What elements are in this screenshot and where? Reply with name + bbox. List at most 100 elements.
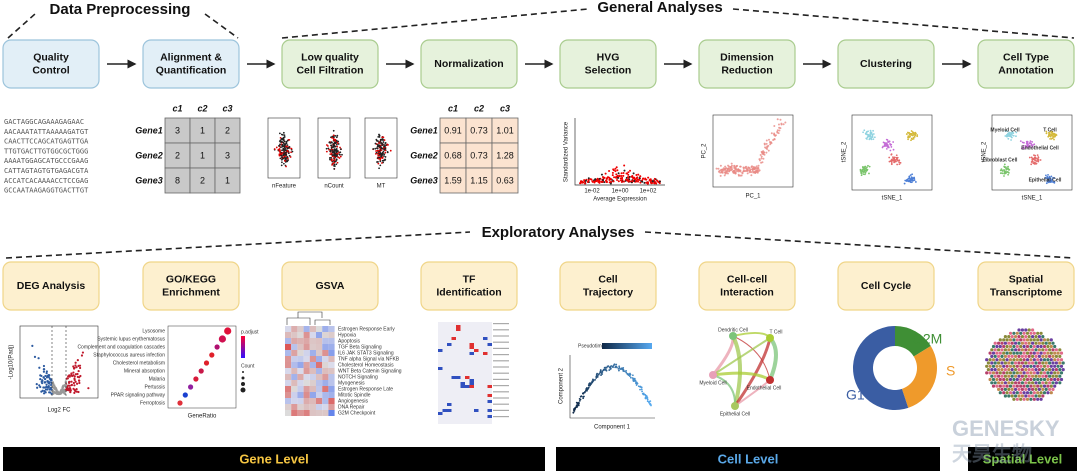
- heatmap-cell: [451, 370, 456, 373]
- pca-point: [733, 166, 736, 169]
- deg-point: [65, 377, 68, 380]
- spot: [1019, 351, 1023, 355]
- pca-point: [765, 151, 768, 154]
- qc-point: [335, 151, 338, 154]
- deg-point: [78, 381, 81, 385]
- hvg-point: [615, 176, 618, 179]
- hvg-point: [605, 177, 608, 180]
- tsne-point: [863, 166, 866, 169]
- heatmap-cell: [309, 350, 316, 356]
- deg-point: [46, 380, 49, 383]
- step-box: [2, 39, 100, 89]
- qc-point: [335, 143, 338, 146]
- heatmap-cell: [478, 340, 483, 343]
- column-header: c3: [222, 103, 232, 113]
- qc-point: [336, 145, 339, 148]
- spot: [1053, 351, 1057, 355]
- heatmap-cell: [447, 352, 452, 355]
- heatmap-cell: [442, 370, 447, 373]
- qc-point: [327, 147, 330, 150]
- trajectory-point: [618, 365, 621, 368]
- qc-point: [334, 140, 337, 143]
- tsne-point: [1026, 142, 1029, 144]
- heatmap-cell: [451, 328, 456, 331]
- spot: [1025, 391, 1030, 395]
- qc-point: [288, 154, 291, 157]
- legend-title: p.adjust: [241, 329, 259, 335]
- pca-point: [758, 158, 761, 161]
- spot: [993, 361, 997, 365]
- deg-point: [54, 387, 57, 390]
- pca-point: [719, 164, 722, 167]
- spot: [1051, 381, 1055, 385]
- sequence: CATTAGTAGTGTGAGACGTA: [4, 167, 89, 175]
- qc-point: [332, 137, 335, 140]
- heatmap-cell: [447, 397, 452, 400]
- heatmap-cell: [478, 415, 483, 418]
- heatmap-cell: [291, 338, 298, 344]
- spot: [1051, 361, 1055, 365]
- trajectory-point: [624, 370, 626, 373]
- spot: [1037, 387, 1041, 391]
- spot: [1046, 358, 1050, 362]
- heatmap-cell: [447, 343, 452, 346]
- tsne-point: [1030, 161, 1033, 163]
- qc-point: [328, 141, 331, 144]
- heatmap-cell: [438, 406, 443, 409]
- tf-label-line: [493, 397, 509, 399]
- step-box: [142, 261, 240, 311]
- qc-point: [285, 145, 288, 148]
- step-label: Reduction: [721, 64, 772, 76]
- heatmap-cell: [447, 370, 452, 373]
- tsne-point: [1050, 133, 1053, 136]
- heatmap-cell: [483, 376, 488, 379]
- heatmap-cell: [483, 388, 488, 391]
- spot: [991, 377, 996, 382]
- watermark: 天昊生物: [952, 441, 1032, 465]
- colorbar: [602, 343, 652, 349]
- heatmap-cell: [460, 340, 465, 343]
- interaction-edge: [768, 336, 778, 381]
- tsne-point: [863, 168, 866, 170]
- trajectory-point: [594, 378, 596, 381]
- step-box: [2, 261, 100, 311]
- heatmap-cell: [474, 340, 479, 343]
- heatmap-cell: [460, 352, 465, 355]
- spot: [1034, 387, 1038, 391]
- go-term: Lysosome: [142, 328, 165, 334]
- heatmap-cell: [303, 332, 310, 338]
- step-label: Low quality: [301, 51, 359, 63]
- spot: [1000, 368, 1004, 372]
- tsne-point: [1005, 167, 1008, 170]
- tsne-point: [867, 133, 870, 136]
- qc-point: [383, 139, 386, 141]
- heatmap-cell: [474, 412, 479, 415]
- spot: [1044, 368, 1048, 372]
- qc-point: [286, 139, 289, 142]
- tsne-point: [1047, 135, 1050, 138]
- tick-label: 1e-02: [584, 189, 600, 195]
- heatmap-cell: [328, 392, 335, 398]
- spot: [1003, 341, 1008, 345]
- deg-point: [73, 384, 76, 387]
- gsva-term: Estrogen Response Late: [338, 386, 393, 392]
- qc-point: [376, 147, 379, 150]
- spot: [1010, 374, 1014, 378]
- spot: [1003, 335, 1008, 339]
- hvg-point: [579, 180, 582, 183]
- tsne-point: [908, 135, 911, 138]
- spot: [1017, 374, 1021, 378]
- heatmap-cell: [447, 331, 452, 334]
- qc-point: [280, 140, 283, 143]
- tsne-point: [895, 154, 898, 157]
- pca-point: [719, 174, 722, 177]
- heatmap-cell: [451, 355, 456, 358]
- heatmap-cell: [487, 337, 492, 340]
- spot: [1059, 377, 1064, 382]
- hvg-point: [653, 177, 656, 180]
- pca-point: [780, 122, 783, 125]
- tsne-point: [1015, 131, 1018, 134]
- tsne-point: [1019, 140, 1022, 143]
- heatmap-cell: [465, 331, 470, 334]
- column-header: c1: [448, 103, 458, 113]
